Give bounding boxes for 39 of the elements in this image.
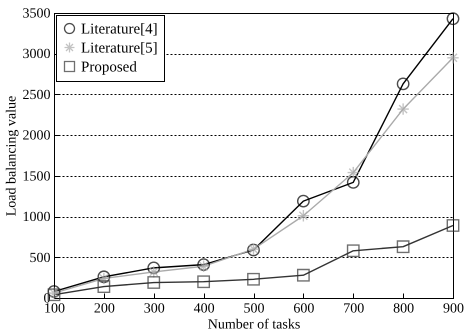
x-tick-label: 300: [144, 302, 165, 316]
point: [296, 268, 310, 282]
point: [396, 240, 410, 254]
legend-label: Proposed: [81, 60, 138, 76]
y-tick-label: 2500: [22, 88, 50, 103]
y-tick-label: 3000: [22, 47, 50, 62]
x-tick-label: 100: [44, 302, 65, 316]
point: [147, 266, 160, 278]
x-tick-label: 800: [393, 302, 414, 316]
x-axis-title: Number of tasks: [208, 318, 300, 332]
y-axis-title: Load balancing value: [4, 96, 20, 216]
point: [97, 280, 110, 293]
point: [396, 102, 410, 116]
x-tick-label: 200: [94, 302, 115, 316]
point: [346, 244, 360, 258]
y-tick-label: 1500: [22, 169, 50, 184]
x-tick-label: 600: [293, 302, 314, 316]
x-tick-label: 700: [343, 302, 364, 316]
x-tick-label: 500: [244, 302, 264, 316]
point: [446, 219, 460, 232]
point: [346, 176, 360, 189]
point: [296, 209, 310, 222]
point: [446, 51, 460, 64]
point: [197, 275, 210, 288]
y-tick-label: 3500: [22, 6, 50, 22]
point: [147, 261, 160, 274]
point: [296, 194, 310, 208]
point: [147, 276, 160, 289]
y-tick-label: 500: [30, 250, 50, 266]
x-tick-label: 400: [194, 302, 215, 316]
point: [396, 77, 410, 90]
legend-label: Literature[4]: [81, 22, 158, 38]
point: [247, 272, 260, 286]
point: [346, 166, 360, 179]
y-tick-label: 2000: [22, 128, 50, 144]
point: [446, 12, 460, 26]
y-tick-label: 1000: [22, 210, 50, 226]
legend-label: Literature[5]: [81, 40, 158, 56]
x-tick-label: 900: [443, 302, 464, 316]
